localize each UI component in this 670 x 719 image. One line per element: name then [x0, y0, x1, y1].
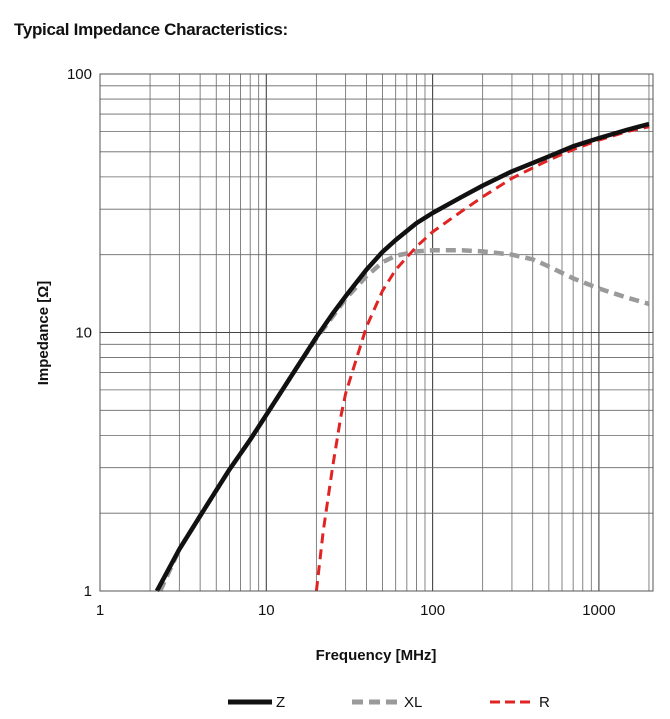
- legend-label-r: R: [539, 694, 550, 711]
- x-tick-label: 1: [96, 602, 104, 619]
- y-tick-label: 10: [75, 325, 92, 342]
- y-tick-label: 100: [67, 66, 92, 83]
- series-lines: [154, 121, 650, 593]
- tick-labels: 1 10 100 1000 1 10 100: [67, 66, 616, 619]
- x-axis-label: Frequency [MHz]: [316, 647, 437, 664]
- chart-title: Typical Impedance Characteristics:: [14, 20, 288, 39]
- y-axis-label: Impedance [Ω]: [35, 281, 52, 386]
- x-tick-label: 100: [420, 602, 445, 619]
- legend-label-z: Z: [276, 694, 285, 711]
- x-tick-label: 10: [258, 602, 275, 619]
- plot-frame: [99, 73, 654, 592]
- y-tick-label: 1: [84, 583, 92, 600]
- series-line-z: [154, 121, 650, 593]
- grid-lines: [100, 74, 653, 591]
- x-tick-label: 1000: [582, 602, 615, 619]
- series-line-xl: [158, 248, 650, 592]
- legend: Z XL R: [228, 694, 550, 711]
- series-line-r: [314, 125, 650, 592]
- legend-label-xl: XL: [404, 694, 422, 711]
